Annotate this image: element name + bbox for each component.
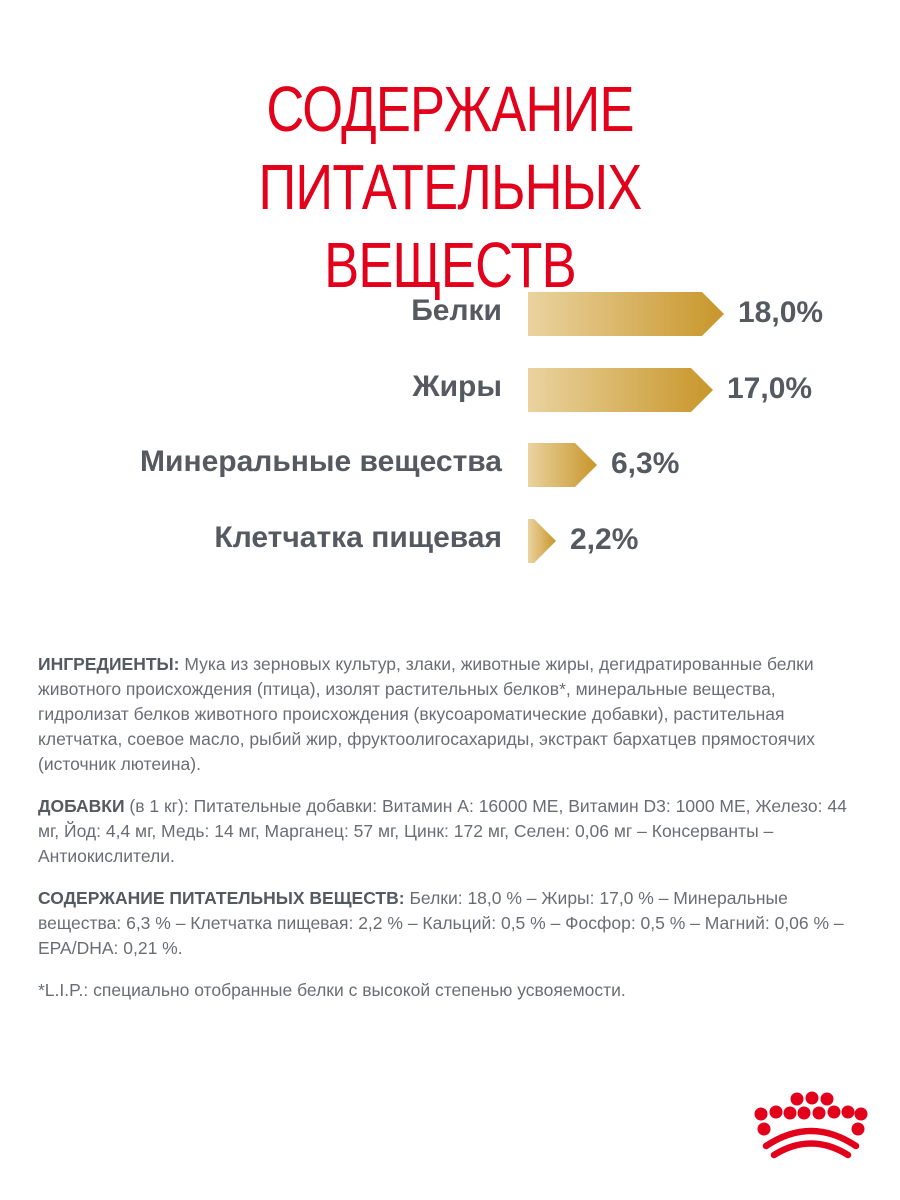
additives-text: (в 1 кг): Питательные добавки: Витамин А… <box>38 796 847 866</box>
title-line-2: ВЕЩЕСТВ <box>324 229 577 301</box>
additives-paragraph: ДОБАВКИ (в 1 кг): Питательные добавки: В… <box>38 794 868 869</box>
title-line-1: СОДЕРЖАНИЕ ПИТАТЕЛЬНЫХ <box>258 73 643 223</box>
royal-canin-crown-icon <box>752 1088 870 1160</box>
page-title: СОДЕРЖАНИЕ ПИТАТЕЛЬНЫХ ВЕЩЕСТВ <box>81 70 819 304</box>
ingredients-paragraph: ИНГРЕДИЕНТЫ: Мука из зерновых культур, з… <box>38 652 868 777</box>
bar <box>528 443 597 487</box>
bar-value-label: 17,0% <box>727 372 813 405</box>
bar-value-label: 2,2% <box>570 523 639 556</box>
additives-heading: ДОБАВКИ <box>38 796 125 816</box>
bar-label: Клетчатка пищевая <box>214 521 502 554</box>
bar-value-label: 18,0% <box>738 296 824 329</box>
bar <box>528 519 556 563</box>
nutrients-heading: СОДЕРЖАНИЕ ПИТАТЕЛЬНЫХ ВЕЩЕСТВ: <box>38 888 405 908</box>
nutrients-text: Белки: 18,0 % – Жиры: 17,0 % – Минеральн… <box>38 888 844 958</box>
bar-value-label: 6,3% <box>611 447 680 480</box>
nutrients-paragraph: СОДЕРЖАНИЕ ПИТАТЕЛЬНЫХ ВЕЩЕСТВ: Белки: 1… <box>38 886 868 961</box>
bar <box>528 368 713 412</box>
footnote-paragraph: *L.I.P.: специально отобранные белки с в… <box>38 980 626 1000</box>
bar-label: Жиры <box>412 370 502 403</box>
composition-text: ИНГРЕДИЕНТЫ: Мука из зерновых культур, з… <box>38 652 868 1020</box>
bar-label: Белки <box>411 294 502 327</box>
ingredients-text: Мука из зерновых культур, злаки, животны… <box>38 654 815 774</box>
bar <box>528 292 724 336</box>
nutrient-bar-chart: Белки 18,0% Жиры 17,0% Минеральные вещества 6… <box>140 292 824 563</box>
bar-label: Минеральные вещества <box>140 445 502 478</box>
ingredients-heading: ИНГРЕДИЕНТЫ: <box>38 654 180 674</box>
